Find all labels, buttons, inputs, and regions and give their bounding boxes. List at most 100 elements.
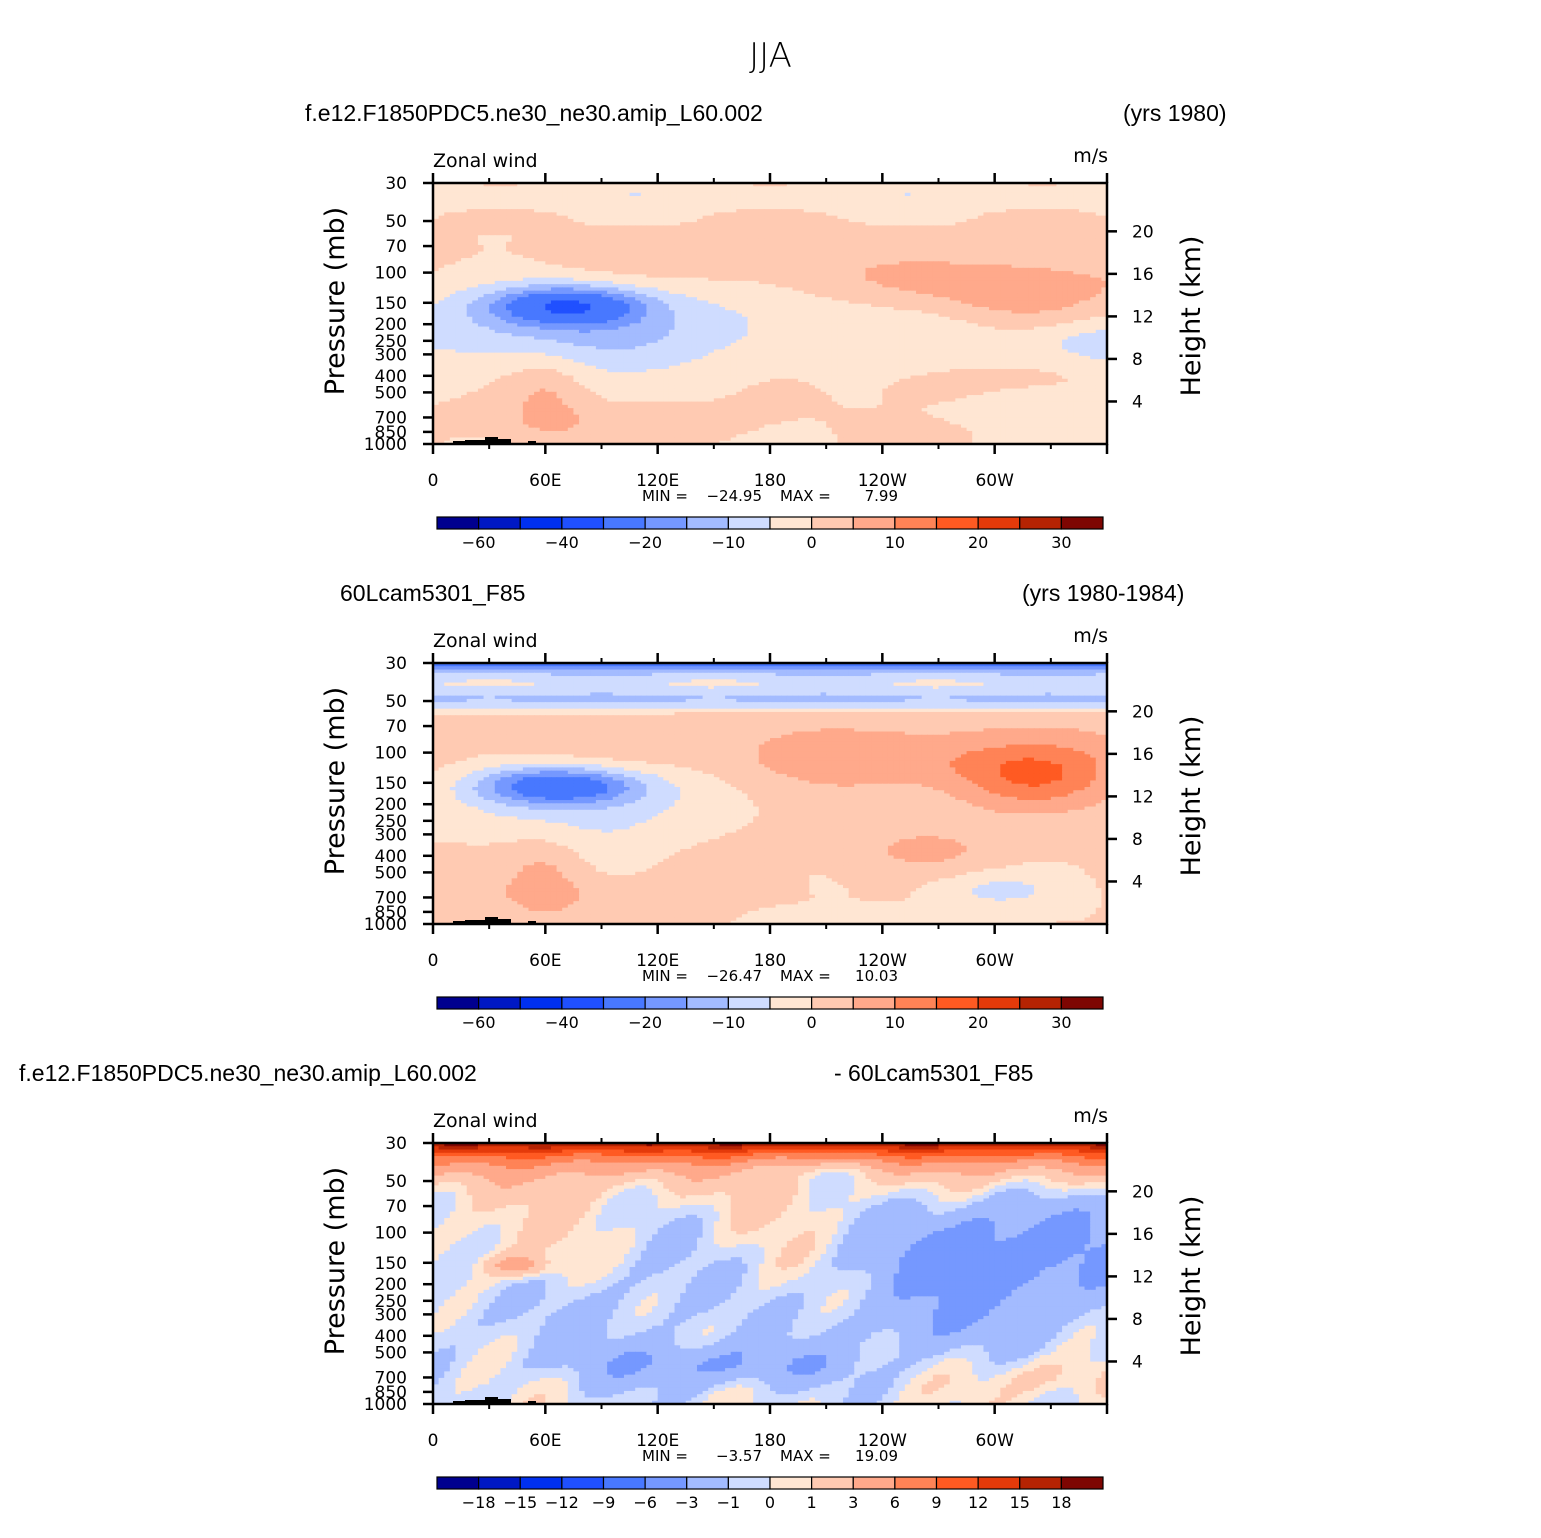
field-cell — [663, 254, 670, 259]
field-cell — [494, 316, 501, 321]
field-cell — [893, 186, 900, 191]
field-cell — [1005, 228, 1013, 233]
field-cell — [994, 254, 1001, 259]
field-cell — [438, 235, 445, 240]
field-cell — [1078, 241, 1086, 246]
field-cell — [1084, 222, 1091, 227]
field-cell — [652, 277, 659, 282]
field-cell — [741, 225, 749, 230]
field-cell — [489, 303, 496, 308]
field-cell — [466, 248, 473, 253]
field-cell — [449, 264, 457, 269]
field-cell — [932, 199, 940, 204]
field-cell — [1005, 290, 1013, 295]
field-cell — [455, 267, 462, 272]
field-cell — [713, 231, 721, 236]
field-cell — [910, 271, 917, 275]
field-cell — [449, 310, 457, 315]
field-cell — [781, 189, 788, 194]
field-cell — [1062, 258, 1069, 262]
field-cell — [747, 271, 754, 275]
field-cell — [848, 218, 855, 223]
field-cell — [725, 248, 732, 253]
field-cell — [449, 293, 457, 298]
field-cell — [972, 280, 979, 285]
field-cell — [449, 300, 457, 305]
field-cell — [494, 310, 501, 315]
field-cell — [579, 313, 586, 318]
field-cell — [955, 235, 962, 240]
field-cell — [960, 235, 968, 240]
field-cell — [786, 264, 794, 269]
field-cell — [1078, 306, 1086, 311]
field-cell — [972, 258, 979, 262]
field-cell — [668, 284, 676, 288]
field-cell — [534, 300, 541, 305]
field-cell — [938, 271, 945, 275]
field-cell — [1073, 264, 1080, 269]
field-cell — [511, 316, 518, 321]
field-cell — [517, 199, 524, 204]
field-cell — [798, 271, 805, 275]
field-cell — [944, 258, 951, 262]
field-cell — [444, 251, 451, 256]
field-cell — [472, 271, 479, 275]
field-cell — [753, 192, 760, 197]
field-cell — [579, 297, 586, 302]
field-cell — [511, 267, 518, 272]
field-cell — [753, 238, 760, 243]
field-cell — [972, 222, 979, 227]
field-cell — [758, 248, 765, 253]
field-cell — [444, 254, 451, 259]
field-cell — [466, 280, 473, 285]
field-cell — [876, 235, 883, 240]
field-cell — [438, 189, 445, 194]
field-cell — [966, 228, 973, 233]
field-cell — [562, 251, 569, 256]
field-cell — [657, 231, 664, 236]
field-cell — [876, 241, 883, 246]
field-cell — [831, 202, 838, 207]
field-cell — [696, 192, 704, 197]
field-cell — [691, 293, 698, 298]
field-cell — [590, 264, 597, 269]
field-cell — [960, 258, 968, 262]
field-cell — [960, 202, 968, 207]
field-cell — [876, 231, 883, 236]
field-cell — [1039, 261, 1046, 266]
field-cell — [859, 303, 867, 308]
field-cell — [545, 238, 552, 243]
field-cell — [449, 183, 457, 187]
field-cell — [601, 297, 608, 302]
field-cell — [607, 248, 614, 253]
field-cell — [814, 293, 822, 298]
field-cell — [775, 267, 782, 272]
field-cell — [730, 215, 737, 220]
field-cell — [545, 284, 552, 288]
field-cell — [1039, 254, 1046, 259]
field-cell — [449, 258, 457, 262]
field-cell — [652, 205, 659, 210]
field-cell — [640, 297, 648, 302]
field-cell — [455, 271, 462, 275]
field-cell — [696, 238, 704, 243]
field-cell — [1005, 212, 1013, 217]
field-cell — [747, 297, 754, 302]
field-cell — [848, 261, 855, 266]
field-cell — [837, 287, 844, 292]
field-cell — [702, 241, 709, 246]
field-cell — [433, 202, 440, 207]
field-cell — [775, 215, 782, 220]
field-cell — [528, 261, 535, 266]
field-cell — [983, 271, 990, 275]
field-cell — [994, 287, 1001, 292]
field-cell — [747, 300, 754, 305]
field-cell — [949, 189, 956, 194]
field-cell — [944, 310, 951, 315]
field-cell — [708, 300, 715, 305]
field-cell — [489, 300, 496, 305]
field-cell — [663, 284, 670, 288]
field-cell — [747, 235, 754, 240]
field-cell — [556, 225, 563, 230]
field-cell — [472, 316, 479, 321]
